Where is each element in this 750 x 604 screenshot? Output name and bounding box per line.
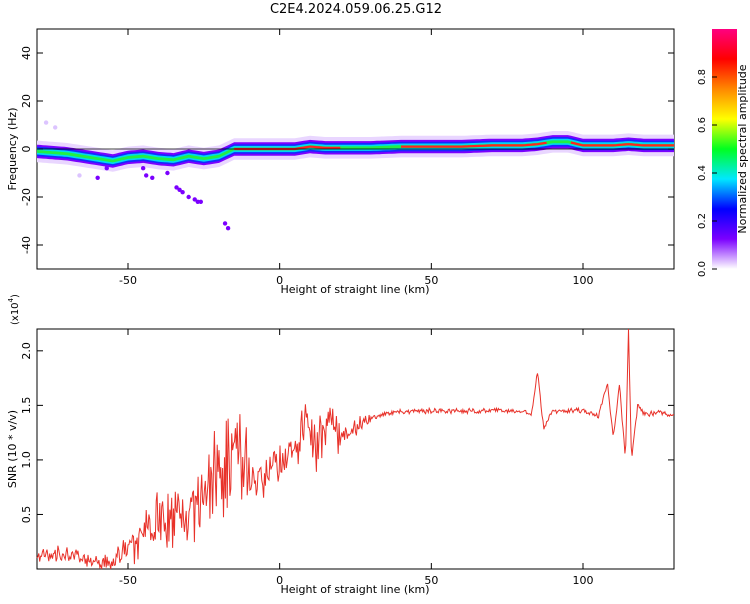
snr-multiplier-close: ) (10, 294, 21, 298)
spectrogram-scatter-point (186, 194, 191, 200)
spectrogram-scatter-point (177, 187, 182, 192)
colorbar-label: Normalized spectral amplitude (736, 64, 749, 233)
snr-x-tick-label: -50 (119, 574, 137, 587)
colorbar-tick-label: 0.6 (697, 117, 708, 133)
spectrogram-scatter-point (144, 173, 149, 178)
spectrogram-scatter-point (222, 221, 228, 226)
spectrogram-scatter-point (77, 173, 82, 178)
spectrogram-y-tick-label: 0 (20, 146, 33, 153)
snr-plot-frame (36, 328, 675, 570)
spectrogram-scatter-point (225, 226, 231, 231)
spectrogram-scatter-point (180, 190, 185, 195)
spectrogram-y-tick-label: -20 (20, 188, 33, 206)
snr-y-tick-label: 2.0 (20, 342, 33, 360)
spectrogram-scatter-point (53, 125, 58, 130)
svg-text:(x104): (x104) (7, 294, 21, 325)
colorbar-tick-label: 0.0 (697, 261, 708, 277)
spectrogram-x-tick-label: 50 (424, 274, 438, 287)
spectrogram-y-tick-label: 40 (20, 46, 33, 60)
colorbar-gradient (712, 29, 737, 269)
colorbar-tick-label: 0.4 (697, 165, 708, 181)
spectrogram-x-tick-label: 100 (573, 274, 594, 287)
snr-x-tick-label: 100 (573, 574, 594, 587)
colorbar: 0.0 0.2 0.4 0.6 0.8 Normalized spectral ampl… (697, 29, 749, 277)
spectrogram-y-tick-label: 20 (20, 94, 33, 108)
spectrogram-y-tick-label: -40 (20, 236, 33, 254)
spectrogram-scatter-point (43, 120, 49, 125)
spectrogram-scatter-point (150, 175, 155, 180)
spectrogram-x-tick-label: -50 (119, 274, 137, 287)
snr-y-tick-label: 1.5 (20, 397, 33, 415)
spectrogram-scatter-point (195, 199, 200, 204)
snr-x-tick-label: 0 (276, 574, 283, 587)
spectrogram-scatter-point (95, 175, 100, 180)
spectrogram-scatter-point (174, 185, 179, 190)
colorbar-tick-label: 0.2 (697, 213, 708, 229)
spectrogram-scatter-point (198, 199, 203, 204)
spectrogram-y-axis-label: Frequency (Hz) (6, 108, 19, 191)
snr-multiplier-base: (x10 (10, 302, 21, 325)
figure-title: C2E4.2024.059.06.25.G12 (269, 2, 443, 17)
colorbar-tick-label: 0.8 (697, 69, 708, 85)
spectrogram-scatter-point (192, 197, 197, 202)
snr-y-tick-label: 0.5 (20, 506, 33, 524)
snr-multiplier-exp: 4 (7, 297, 15, 302)
spectrogram-x-axis-label: Height of straight line (km) (280, 283, 429, 296)
spectrogram-scatter-point (140, 166, 146, 171)
spectrogram-x-tick-label: 0 (276, 274, 283, 287)
snr-x-tick-label: 50 (424, 574, 438, 587)
spectrogram-panel: -50 0 50 100 -40 -20 0 20 40 Height of straight… (6, 28, 675, 296)
snr-y-multiplier: (x104) (7, 294, 21, 325)
snr-y-axis-label: SNR (10 * v/v) (6, 410, 19, 488)
snr-x-axis-label: Height of straight line (km) (280, 583, 429, 596)
snr-y-tick-label: 1.0 (20, 451, 33, 469)
snr-panel: -50 0 50 100 0.5 1.0 1.5 2.0 Height of straigh… (6, 294, 675, 596)
snr-series-line (36, 328, 675, 570)
spectrogram-scatter-point (165, 170, 170, 176)
spectrogram-scatter-point (104, 166, 109, 171)
